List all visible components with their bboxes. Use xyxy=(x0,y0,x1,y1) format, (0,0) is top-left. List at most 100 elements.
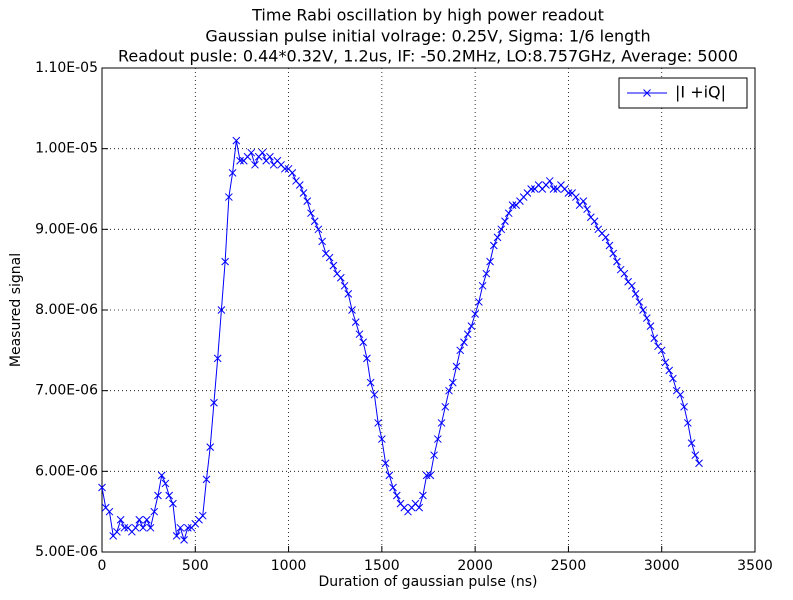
marker xyxy=(508,201,517,209)
marker xyxy=(303,197,312,205)
marker xyxy=(165,491,174,500)
x-tick-label: 3500 xyxy=(737,558,773,574)
marker xyxy=(691,451,700,460)
marker xyxy=(355,330,364,339)
marker xyxy=(135,515,144,524)
marker xyxy=(325,253,334,262)
marker xyxy=(344,290,353,298)
marker xyxy=(687,439,696,447)
marker xyxy=(452,362,461,371)
marker xyxy=(288,169,297,177)
marker xyxy=(489,241,498,250)
marker xyxy=(120,523,129,532)
marker xyxy=(113,527,121,536)
y-tick-label: 6.00E-06 xyxy=(35,463,98,479)
marker xyxy=(217,306,226,314)
marker xyxy=(299,189,308,197)
marker xyxy=(650,334,659,343)
marker xyxy=(392,491,401,500)
marker xyxy=(202,475,211,484)
marker xyxy=(213,354,222,363)
data-line xyxy=(101,140,700,542)
marker xyxy=(680,402,688,411)
marker xyxy=(579,197,588,205)
plot-frame xyxy=(101,67,756,553)
marker xyxy=(441,402,450,411)
marker xyxy=(98,483,106,492)
legend-label: |I +iQ| xyxy=(675,83,726,102)
marker xyxy=(475,298,483,306)
marker xyxy=(146,523,155,532)
marker xyxy=(501,217,509,226)
x-tick-label: 2000 xyxy=(457,558,493,574)
marker xyxy=(351,318,360,326)
marker xyxy=(628,281,636,290)
marker xyxy=(460,338,468,347)
marker xyxy=(154,491,162,500)
marker xyxy=(415,503,424,512)
marker xyxy=(631,290,640,298)
marker xyxy=(176,523,185,532)
marker xyxy=(381,459,390,468)
marker xyxy=(105,507,114,516)
marker xyxy=(385,471,394,480)
marker xyxy=(363,354,371,363)
marker xyxy=(183,523,192,532)
marker xyxy=(493,233,502,242)
marker xyxy=(419,491,427,500)
marker xyxy=(695,459,703,468)
marker xyxy=(482,269,491,278)
marker xyxy=(329,261,338,270)
marker xyxy=(486,257,494,266)
marker xyxy=(307,209,315,218)
marker xyxy=(370,390,379,399)
marker xyxy=(426,471,435,480)
y-tick-label: 1.10E-05 xyxy=(35,60,98,76)
marker xyxy=(609,249,618,258)
marker xyxy=(422,471,431,480)
marker xyxy=(157,471,166,480)
y-tick-label: 8.00E-06 xyxy=(35,302,98,318)
marker xyxy=(378,435,386,443)
x-tick-label: 2500 xyxy=(551,558,587,574)
marker xyxy=(463,330,472,339)
marker xyxy=(389,483,397,492)
y-tick-label: 7.00E-06 xyxy=(35,383,98,399)
x-tick-label: 3000 xyxy=(644,558,680,574)
marker xyxy=(359,338,368,347)
x-tick-label: 500 xyxy=(182,558,209,574)
marker xyxy=(161,479,170,488)
marker xyxy=(590,217,599,226)
marker xyxy=(374,419,382,427)
marker xyxy=(131,523,140,532)
chart-title: Time Rabi oscillation by high power read… xyxy=(251,6,604,25)
marker xyxy=(318,237,327,246)
marker xyxy=(280,164,289,173)
x-tick-label: 0 xyxy=(98,558,107,574)
marker xyxy=(504,209,513,218)
marker xyxy=(527,185,535,193)
marker xyxy=(340,281,349,290)
x-axis-label: Duration of gaussian pulse (ns) xyxy=(318,574,537,590)
marker xyxy=(545,177,554,185)
y-tick-label: 1.00E-05 xyxy=(35,141,98,157)
marker xyxy=(657,346,666,355)
marker xyxy=(236,156,244,165)
marker xyxy=(437,419,446,427)
y-tick-label: 5.00E-06 xyxy=(35,544,98,560)
y-axis-label: Measured signal xyxy=(8,253,24,367)
marker xyxy=(336,273,345,282)
marker xyxy=(258,148,267,157)
marker xyxy=(683,419,692,427)
marker xyxy=(366,378,375,387)
marker xyxy=(266,152,274,161)
marker xyxy=(172,532,181,540)
marker xyxy=(169,499,177,508)
marker xyxy=(433,435,442,443)
marker xyxy=(669,374,677,383)
marker xyxy=(456,346,465,355)
x-tick-label: 1500 xyxy=(364,558,400,574)
marker xyxy=(314,225,323,234)
chart-subtitle: Readout pusle: 0.44*0.32V, 1.2us, IF: -5… xyxy=(118,47,738,66)
